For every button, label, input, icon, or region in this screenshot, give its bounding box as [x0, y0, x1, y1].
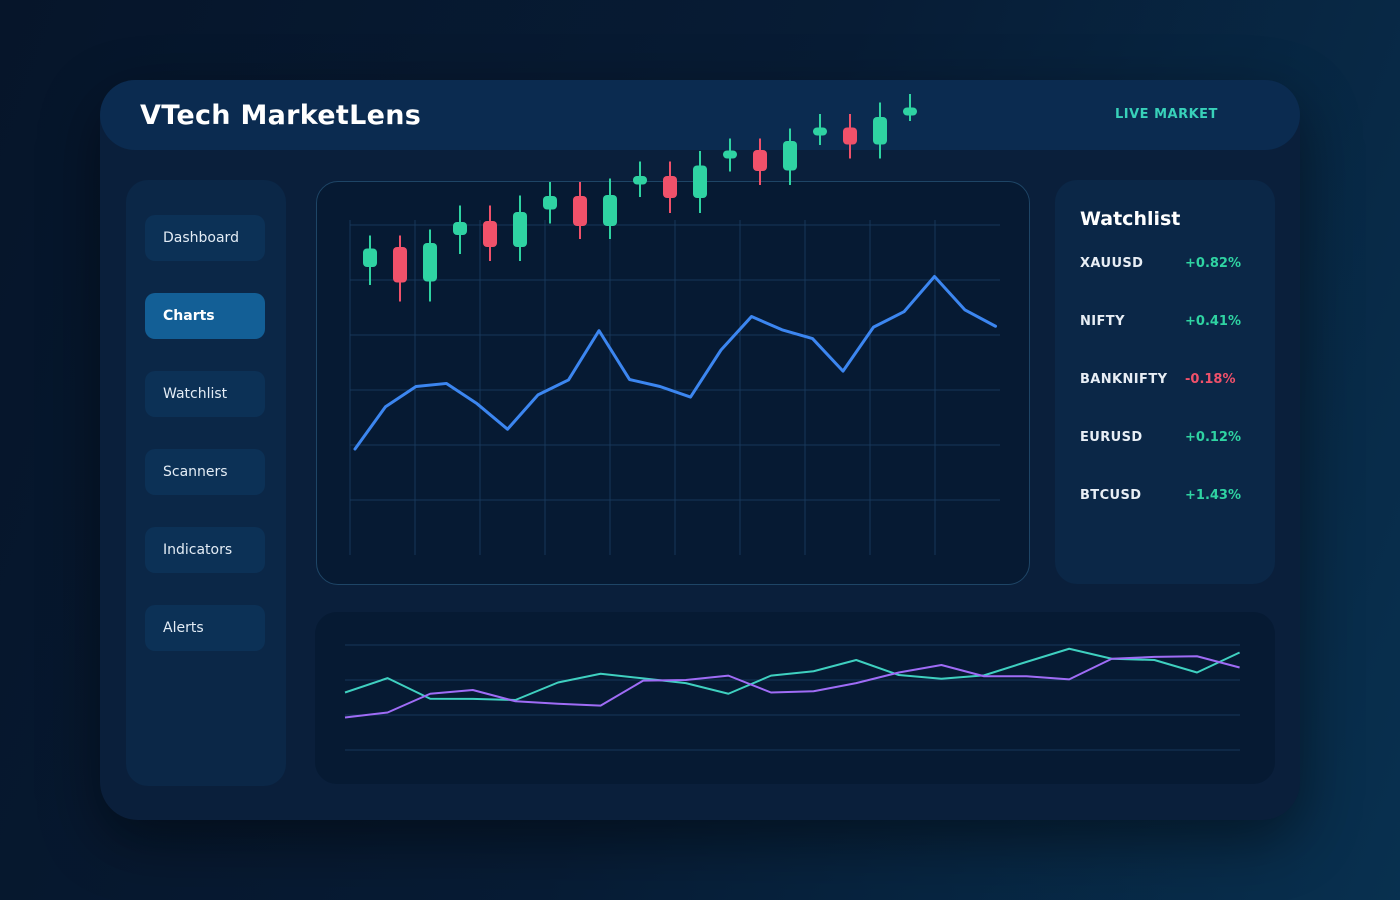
watchlist-row-xauusd[interactable]: XAUUSD +0.82%	[1080, 256, 1270, 276]
live-market-badge: LIVE MARKET	[1115, 107, 1218, 122]
sidebar-item-dashboard[interactable]: Dashboard	[145, 215, 265, 261]
watchlist-symbol: NIFTY	[1080, 314, 1125, 329]
sidebar-item-charts[interactable]: Charts	[145, 293, 265, 339]
watchlist-change: +0.41%	[1185, 314, 1241, 329]
sidebar-item-watchlist[interactable]: Watchlist	[145, 371, 265, 417]
watchlist-symbol: BTCUSD	[1080, 488, 1142, 503]
app-window: VTech MarketLens LIVE MARKET Dashboard C…	[100, 80, 1300, 820]
app-title: VTech MarketLens	[140, 100, 422, 131]
sidebar-item-scanners[interactable]: Scanners	[145, 449, 265, 495]
watchlist-symbol: BANKNIFTY	[1080, 372, 1168, 387]
watchlist-title: Watchlist	[1080, 208, 1181, 230]
watchlist-row-nifty[interactable]: NIFTY +0.41%	[1080, 314, 1270, 334]
watchlist-row-btcusd[interactable]: BTCUSD +1.43%	[1080, 488, 1270, 508]
watchlist-change: +0.12%	[1185, 430, 1241, 445]
watchlist-change: +0.82%	[1185, 256, 1241, 271]
sidebar-item-indicators[interactable]: Indicators	[145, 527, 265, 573]
watchlist-symbol: XAUUSD	[1080, 256, 1144, 271]
sidebar-item-alerts[interactable]: Alerts	[145, 605, 265, 651]
watchlist-row-banknifty[interactable]: BANKNIFTY -0.18%	[1080, 372, 1270, 392]
header-bar: VTech MarketLens LIVE MARKET	[100, 80, 1300, 150]
watchlist-change: +1.43%	[1185, 488, 1241, 503]
watchlist-symbol: EURUSD	[1080, 430, 1143, 445]
watchlist-change: -0.18%	[1185, 372, 1236, 387]
watchlist-panel: Watchlist XAUUSD +0.82% NIFTY +0.41% BAN…	[1055, 180, 1275, 584]
main-chart-panel[interactable]	[316, 181, 1030, 585]
watchlist-row-eurusd[interactable]: EURUSD +0.12%	[1080, 430, 1270, 450]
sidebar: Dashboard Charts Watchlist Scanners Indi…	[126, 180, 286, 786]
secondary-chart-panel[interactable]	[315, 612, 1275, 784]
